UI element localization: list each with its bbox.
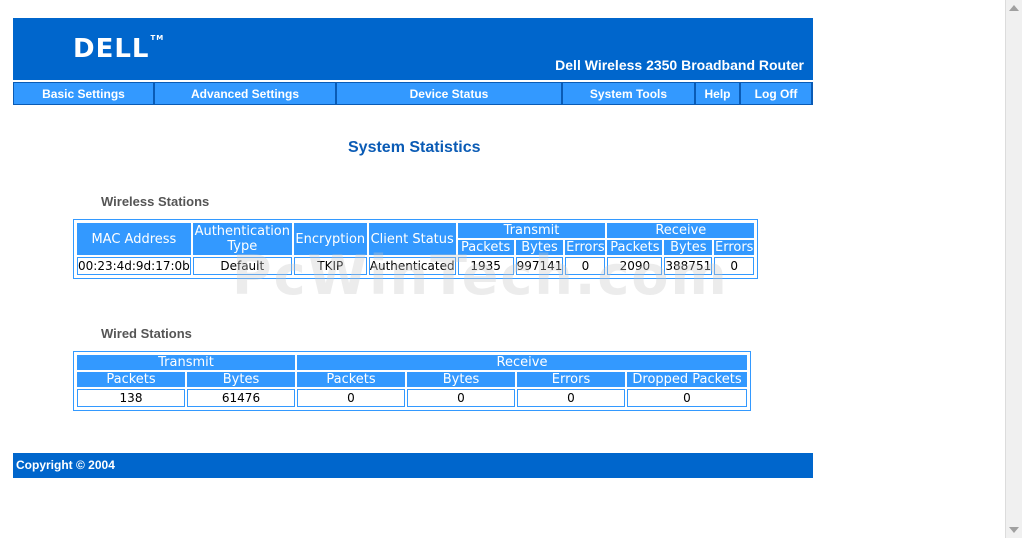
col-rx-errors: Errors xyxy=(517,372,625,387)
scroll-up-icon[interactable] xyxy=(1009,5,1019,11)
col-rx-bytes: Bytes xyxy=(664,240,713,255)
nav-log-off[interactable]: Log Off xyxy=(741,82,813,105)
nav-advanced-settings[interactable]: Advanced Settings xyxy=(155,82,337,105)
col-tx-bytes: Bytes xyxy=(515,240,564,255)
col-tx-errors: Errors xyxy=(565,240,606,255)
cell-rx-packets: 2090 xyxy=(607,257,663,275)
product-title: Dell Wireless 2350 Broadband Router xyxy=(555,57,804,73)
main-nav: Basic Settings Advanced Settings Device … xyxy=(13,82,813,105)
col-client-status: Client Status xyxy=(368,223,456,255)
cell-rx-packets: 0 xyxy=(297,389,405,407)
wireless-section-title: Wireless Stations xyxy=(101,194,210,209)
cell-rx-bytes: 0 xyxy=(407,389,515,407)
cell-rx-errors: 0 xyxy=(714,257,755,275)
cell-tx-packets: 1935 xyxy=(457,257,514,275)
wired-section-title: Wired Stations xyxy=(101,326,192,341)
col-rx-dropped: Dropped Packets xyxy=(627,372,747,387)
dell-logo: DELLTM xyxy=(73,34,165,64)
scroll-down-icon[interactable] xyxy=(1009,527,1019,533)
cell-encryption: TKIP xyxy=(293,257,367,275)
col-tx-packets: Packets xyxy=(457,240,514,255)
table-row: 00:23:4d:9d:17:0b Default TKIP Authentic… xyxy=(77,257,755,275)
cell-tx-bytes: 997141 xyxy=(515,257,564,275)
col-rx-packets: Packets xyxy=(297,372,405,387)
cell-tx-packets: 138 xyxy=(77,389,185,407)
col-encryption: Encryption xyxy=(293,223,367,255)
wired-stations-table: Transmit Receive Packets Bytes Packets B… xyxy=(73,351,751,411)
nav-system-tools[interactable]: System Tools xyxy=(563,82,696,105)
cell-tx-errors: 0 xyxy=(565,257,606,275)
watermark: PcWinTech.com xyxy=(232,244,729,307)
header-banner: DELLTM Dell Wireless 2350 Broadband Rout… xyxy=(13,18,813,80)
col-tx-bytes: Bytes xyxy=(187,372,295,387)
nav-help[interactable]: Help xyxy=(696,82,741,105)
col-transmit: Transmit xyxy=(457,223,606,238)
cell-rx-dropped: 0 xyxy=(627,389,747,407)
cell-client-status: Authenticated xyxy=(368,257,456,275)
cell-tx-bytes: 61476 xyxy=(187,389,295,407)
col-rx-packets: Packets xyxy=(607,240,663,255)
nav-device-status[interactable]: Device Status xyxy=(337,82,563,105)
wireless-stations-table: MAC Address Authentication Type Encrypti… xyxy=(73,219,759,279)
col-rx-bytes: Bytes xyxy=(407,372,515,387)
col-receive: Receive xyxy=(297,355,747,370)
footer: Copyright © 2004 xyxy=(13,453,813,478)
vertical-scrollbar[interactable] xyxy=(1005,0,1022,538)
col-mac-address: MAC Address xyxy=(77,223,191,255)
cell-rx-bytes: 388751 xyxy=(664,257,713,275)
col-auth-type: Authentication Type xyxy=(192,223,292,255)
cell-rx-errors: 0 xyxy=(517,389,625,407)
col-receive: Receive xyxy=(607,223,755,238)
col-rx-errors: Errors xyxy=(714,240,755,255)
col-transmit: Transmit xyxy=(77,355,295,370)
nav-basic-settings[interactable]: Basic Settings xyxy=(13,82,155,105)
col-tx-packets: Packets xyxy=(77,372,185,387)
table-row: 138 61476 0 0 0 0 xyxy=(77,389,747,407)
copyright-text: Copyright © 2004 xyxy=(16,458,115,472)
page-title: System Statistics xyxy=(348,139,481,156)
cell-mac: 00:23:4d:9d:17:0b xyxy=(77,257,191,275)
cell-auth: Default xyxy=(192,257,292,275)
